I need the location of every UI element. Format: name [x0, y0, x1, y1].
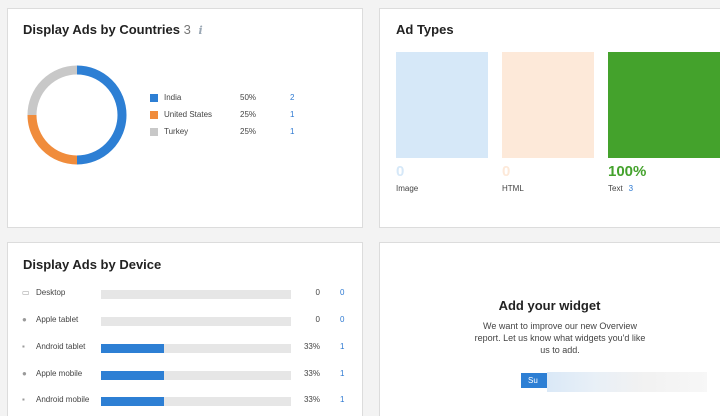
device-label: Android mobile: [36, 395, 90, 404]
ad-types-title: Ad Types: [396, 22, 454, 37]
android-icon: ▪: [22, 395, 25, 404]
legend-count[interactable]: 1: [290, 110, 295, 119]
ad-type-text-value: 100%: [608, 163, 647, 180]
ad-type-text-label: Text 3: [608, 184, 634, 193]
apple-icon: ●: [22, 315, 27, 324]
device-bar-track: [101, 371, 291, 380]
legend-row-india: India 50% 2: [150, 92, 310, 106]
device-pct: 0: [315, 288, 320, 297]
legend-swatch: [150, 94, 158, 102]
device-bar-track: [101, 290, 291, 299]
device-pct: 33%: [303, 342, 320, 351]
legend-row-united-states: United States 25% 1: [150, 109, 310, 123]
device-row-apple-tablet: ● Apple tablet 0 0: [22, 314, 352, 328]
legend-label: India: [164, 93, 182, 102]
donut-slice-turkey[interactable]: [27, 65, 78, 116]
ad-type-image-bar[interactable]: [396, 52, 488, 158]
device-bar-track: [101, 397, 291, 406]
device-bar-track: [101, 317, 291, 326]
ad-type-text-count[interactable]: 3: [628, 184, 634, 193]
legend-label: United States: [164, 110, 213, 119]
device-count[interactable]: 1: [340, 342, 345, 351]
ad-type-text-bar[interactable]: [608, 52, 720, 158]
device-row-apple-mobile: ● Apple mobile 33% 1: [22, 368, 352, 382]
add-widget-description: We want to improve our new Overview repo…: [474, 321, 646, 355]
legend-count[interactable]: 1: [290, 127, 295, 136]
device-count[interactable]: 0: [340, 288, 345, 297]
device-count[interactable]: 0: [340, 315, 345, 324]
donut-slice-india[interactable]: [76, 65, 127, 165]
device-row-android-tablet: ▪ Android tablet 33% 1: [22, 341, 352, 355]
legend-pct: 50%: [240, 93, 257, 102]
device-title: Display Ads by Device: [23, 257, 162, 272]
legend-label: Turkey: [164, 127, 189, 136]
ad-type-html-value: 0: [502, 163, 511, 180]
device-label: Android tablet: [36, 342, 86, 351]
countries-title-text: Display Ads by Countries: [23, 22, 180, 37]
device-label: Apple tablet: [36, 315, 79, 324]
ad-type-image-label: Image: [396, 184, 419, 193]
device-pct: 0: [315, 315, 320, 324]
countries-donut-chart: [27, 65, 127, 165]
monitor-icon: ▭: [22, 288, 30, 297]
device-label: Desktop: [36, 288, 66, 297]
ad-type-html-bar[interactable]: [502, 52, 594, 158]
ad-type-html-label: HTML: [502, 184, 524, 193]
legend-pct: 25%: [240, 127, 257, 136]
device-bar-track: [101, 344, 291, 353]
device-bar-fill: [101, 371, 164, 380]
android-icon: ▪: [22, 342, 25, 351]
legend-swatch: [150, 128, 158, 136]
device-count[interactable]: 1: [340, 369, 345, 378]
donut-slice-united-states[interactable]: [27, 114, 78, 165]
countries-title: Display Ads by Countries 3 i: [23, 22, 203, 37]
ad-type-image-value: 0: [396, 163, 405, 180]
device-card: [7, 242, 363, 416]
legend-count[interactable]: 2: [290, 93, 295, 102]
device-pct: 33%: [303, 395, 320, 404]
device-row-desktop: ▭ Desktop 0 0: [22, 287, 352, 301]
countries-card: [7, 8, 363, 228]
device-bar-fill: [101, 397, 164, 406]
apple-icon: ●: [22, 369, 27, 378]
add-widget-title: Add your widget: [498, 298, 601, 313]
submit-button[interactable]: Su: [521, 373, 547, 388]
blurred-area: [547, 372, 707, 392]
legend-row-turkey: Turkey 25% 1: [150, 126, 310, 140]
countries-count: 3: [183, 22, 191, 37]
legend-swatch: [150, 111, 158, 119]
legend-pct: 25%: [240, 110, 257, 119]
device-row-android-mobile: ▪ Android mobile 33% 1: [22, 394, 352, 408]
device-count[interactable]: 1: [340, 395, 345, 404]
device-pct: 33%: [303, 369, 320, 378]
info-icon[interactable]: i: [198, 24, 203, 37]
device-label: Apple mobile: [36, 369, 83, 378]
device-bar-fill: [101, 344, 164, 353]
